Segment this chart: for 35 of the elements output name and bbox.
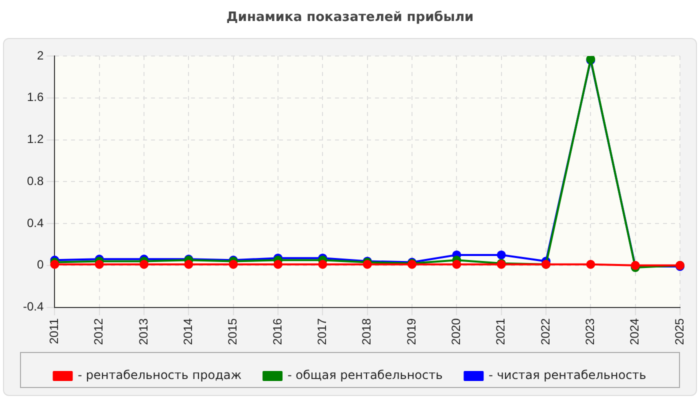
y-tick-label: 0.4 [26,216,44,230]
point [586,260,596,269]
x-tick-label: 2018 [360,318,374,346]
x-tick-label: 2017 [314,318,329,346]
y-tick-label: 0.8 [26,174,44,188]
legend-label: - общая рентабельность [288,368,443,382]
x-tick-label: 2024 [628,318,642,346]
x-tick-label: 2023 [582,318,597,346]
point [318,260,328,269]
x-tick-label: 2021 [494,318,508,346]
y-tick-label: -0.4 [22,300,44,314]
x-tick-label: 2012 [92,318,106,346]
legend-label: - чистая рентабельность [488,368,646,382]
x-tick-label: 2022 [538,318,552,346]
x-tick-label: 2011 [46,318,61,344]
legend-label: - рентабельность продаж [78,368,242,382]
x-tick-label: 2013 [136,318,150,346]
point [274,260,283,269]
point [184,260,194,269]
y-tick-label: 2 [36,48,44,62]
y-tick-label: 0 [36,258,44,272]
point [94,260,104,269]
chart-title: Динамика показателей прибыли [225,10,475,25]
x-tick-label: 2015 [226,318,240,346]
x-tick-label: 2020 [448,318,463,346]
point [228,260,238,269]
y-tick-label: 1.2 [26,132,44,146]
point [496,250,506,260]
x-tick-label: 2016 [270,318,284,346]
x-tick-label: 2025 [672,318,686,346]
point [452,260,462,269]
x-tick-label: 2014 [180,318,195,346]
x-tick-label: 2019 [404,318,418,346]
point [140,260,149,269]
y-tick-label: 1.6 [26,90,44,104]
